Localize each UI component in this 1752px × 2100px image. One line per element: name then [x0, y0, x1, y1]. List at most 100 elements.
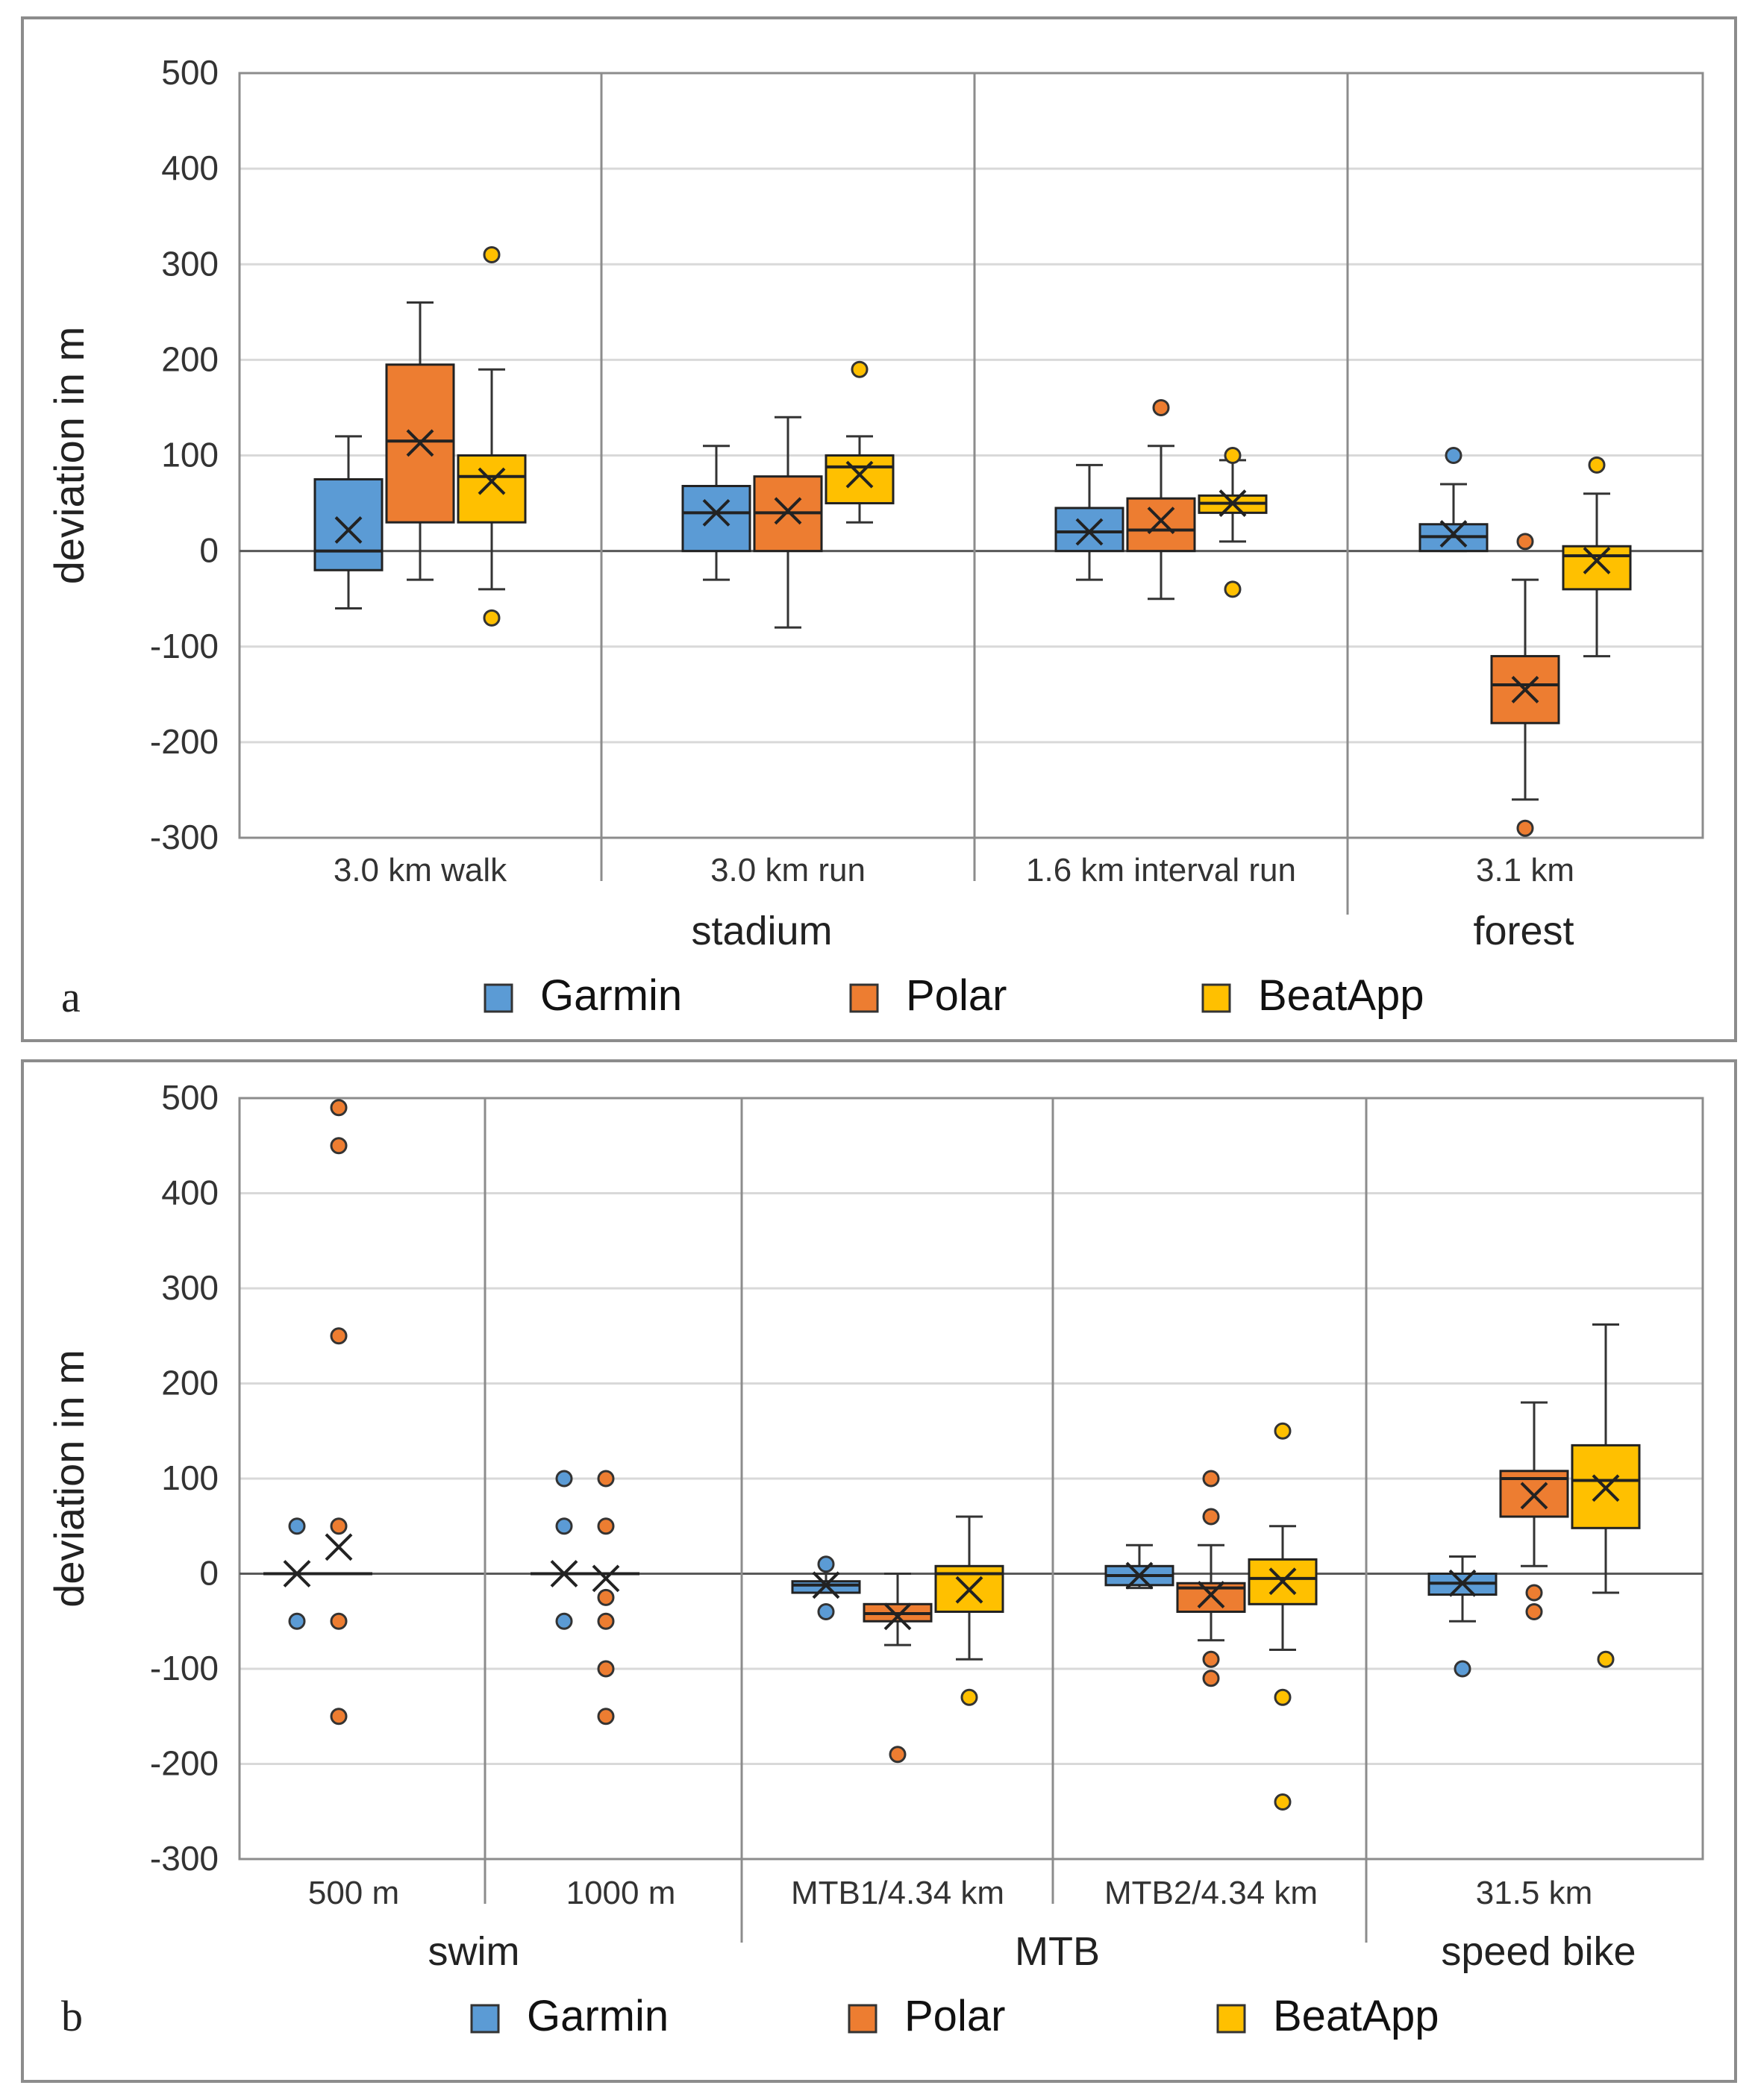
beatapp-box — [457, 454, 527, 524]
beatapp-outlier-point — [1224, 447, 1242, 464]
box-plot-b: 500 400 300 200 100 0 -100 -200 -300 deviation in… — [46, 1078, 1704, 2040]
garmin-outlier-point — [555, 1470, 573, 1488]
mean-marker — [1448, 1569, 1477, 1597]
beatapp-outlier-point — [483, 609, 501, 627]
garmin-legend-swatch — [470, 2004, 500, 2034]
beatapp-legend-label: BeatApp — [1258, 971, 1424, 1020]
garmin-box — [1054, 507, 1124, 553]
y-tick-label: 200 — [161, 1364, 219, 1402]
group-label: speed bike — [1441, 1929, 1636, 1974]
mean-marker — [774, 497, 802, 525]
category-label: 1000 m — [566, 1875, 676, 1911]
category-label: 3.0 km run — [710, 852, 866, 888]
beatapp-legend-label: BeatApp — [1273, 1992, 1439, 2040]
mean-marker — [883, 1602, 912, 1631]
beatapp-legend-swatch — [1216, 2004, 1246, 2034]
y-tick-label: 500 — [161, 1078, 219, 1117]
garmin-outlier-point — [555, 1612, 573, 1630]
mean-marker — [1147, 507, 1175, 535]
mean-marker — [1075, 518, 1104, 546]
garmin-box — [681, 485, 751, 553]
mean-marker — [478, 467, 506, 495]
garmin-outlier-point — [817, 1555, 835, 1573]
polar-outlier-point — [1202, 1670, 1220, 1687]
polar-legend-swatch — [848, 2004, 877, 2034]
garmin-outlier-point — [1445, 447, 1462, 464]
polar-outlier-point — [1202, 1650, 1220, 1668]
y-tick-label: 0 — [199, 1554, 219, 1593]
polar-outlier-point — [330, 1099, 348, 1117]
polar-legend-label: Polar — [904, 1992, 1005, 2040]
polar-legend-label: Polar — [906, 971, 1007, 1020]
y-tick-label: 200 — [161, 339, 219, 378]
category-label: 500 m — [308, 1875, 399, 1911]
mean-marker — [1197, 1581, 1225, 1608]
polar-outlier-point — [330, 1517, 348, 1535]
y-tick-label: -300 — [150, 818, 219, 856]
y-tick-label: -100 — [150, 627, 219, 665]
box-plot-a: 500 400 300 200 100 0 -100 -200 -300 deviation in… — [46, 53, 1704, 1021]
panel-label: a — [61, 973, 81, 1021]
garmin-legend-label: Garmin — [540, 971, 682, 1020]
group-label: MTB — [1015, 1929, 1100, 1974]
category-label: 1.6 km interval run — [1026, 852, 1296, 888]
y-axis-label: deviation in m — [46, 1350, 93, 1608]
garmin-legend-swatch — [484, 983, 513, 1013]
mean-marker — [1125, 1561, 1154, 1590]
group-label: forest — [1473, 909, 1574, 953]
beatapp-outlier-point — [1274, 1688, 1292, 1706]
beatapp-outlier-point — [483, 245, 501, 263]
beatapp-legend-swatch — [1201, 983, 1231, 1013]
y-axis-label: deviation in m — [46, 327, 93, 585]
polar-outlier-point — [330, 1612, 348, 1630]
y-tick-label: -100 — [150, 1649, 219, 1687]
y-tick-label: -200 — [150, 1744, 219, 1783]
polar-outlier-point — [889, 1746, 907, 1764]
category-label: 31.5 km — [1476, 1875, 1593, 1911]
y-tick-label: 100 — [161, 1458, 219, 1497]
polar-outlier-point — [330, 1137, 348, 1155]
polar-outlier-point — [1202, 1470, 1220, 1488]
y-tick-label: 400 — [161, 148, 219, 187]
garmin-legend-label: Garmin — [527, 1992, 669, 2040]
mean-marker — [845, 460, 874, 489]
chart-panel-a: 500 400 300 200 100 0 -100 -200 -300 deviation in… — [21, 16, 1737, 1042]
y-tick-label: -300 — [150, 1839, 219, 1878]
polar-outlier-point — [597, 1660, 615, 1678]
y-tick-label: 0 — [199, 531, 219, 570]
polar-outlier-point — [1202, 1508, 1220, 1526]
mean-marker — [702, 498, 730, 527]
mean-marker — [1520, 1482, 1548, 1510]
group-label: swim — [428, 1929, 520, 1974]
polar-outlier-point — [1525, 1603, 1543, 1620]
polar-outlier-point — [1516, 819, 1534, 837]
category-label: 3.1 km — [1476, 852, 1574, 888]
mean-marker — [406, 429, 434, 457]
garmin-outlier-point — [555, 1517, 573, 1535]
mean-marker — [812, 1571, 840, 1599]
mean-marker — [1268, 1567, 1297, 1596]
polar-outlier-point — [1152, 398, 1170, 416]
mean-marker — [592, 1564, 620, 1593]
mean-marker — [283, 1560, 311, 1587]
plot-frame — [238, 1097, 1704, 1861]
beatapp-box — [825, 454, 895, 505]
beatapp-outlier-point — [1274, 1422, 1292, 1440]
mean-marker — [550, 1560, 578, 1587]
garmin-outlier-point — [288, 1612, 306, 1630]
y-tick-label: 300 — [161, 244, 219, 283]
y-tick-label: 100 — [161, 436, 219, 474]
chart-panel-b: 500 400 300 200 100 0 -100 -200 -300 deviation in… — [21, 1059, 1737, 2083]
polar-box — [1126, 497, 1196, 553]
polar-outlier-point — [597, 1588, 615, 1606]
mean-marker — [1592, 1474, 1620, 1502]
mean-marker — [1583, 547, 1611, 574]
plot-frame — [238, 72, 1704, 839]
beatapp-box — [1562, 545, 1632, 591]
group-label: stadium — [691, 909, 832, 953]
garmin-outlier-point — [288, 1517, 306, 1535]
mean-marker — [325, 1533, 353, 1561]
y-tick-label: 300 — [161, 1268, 219, 1307]
y-tick-label: 500 — [161, 53, 219, 92]
garmin-box — [313, 478, 384, 571]
